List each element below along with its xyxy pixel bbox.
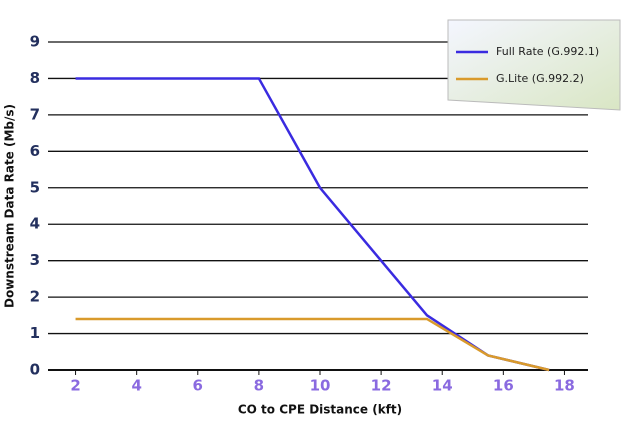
y-tick-label: 2 [30, 288, 40, 306]
y-tick-label: 1 [30, 324, 40, 342]
series-line [75, 317, 550, 372]
y-tick-label: 6 [30, 142, 40, 160]
x-tick-label: 18 [554, 377, 575, 395]
y-tick-label: 9 [30, 33, 40, 51]
y-axis-label: Downstream Data Rate (Mb/s) [3, 104, 17, 308]
x-tick-label: 12 [371, 377, 392, 395]
legend-box [447, 19, 621, 111]
y-tick-label: 3 [30, 251, 40, 269]
x-axis-label: CO to CPE Distance (kft) [238, 403, 402, 417]
x-tick-label: 14 [432, 377, 453, 395]
y-tick-label: 5 [30, 178, 40, 196]
y-tick-label: 0 [30, 361, 40, 379]
y-tick-label: 7 [30, 105, 40, 123]
x-tick-label: 4 [131, 377, 141, 395]
y-tick-label: 8 [30, 69, 40, 87]
legend-label: Full Rate (G.992.1) [496, 45, 599, 58]
x-tick-label: 8 [254, 377, 264, 395]
legend-label: G.Lite (G.992.2) [496, 72, 584, 85]
x-tick-label: 2 [70, 377, 80, 395]
legend: Full Rate (G.992.1) G.Lite (G.992.2) [447, 19, 621, 111]
y-tick-label: 4 [30, 215, 40, 233]
x-tick-label: 10 [310, 377, 331, 395]
x-tick-label: 16 [493, 377, 514, 395]
x-tick-label: 6 [193, 377, 203, 395]
